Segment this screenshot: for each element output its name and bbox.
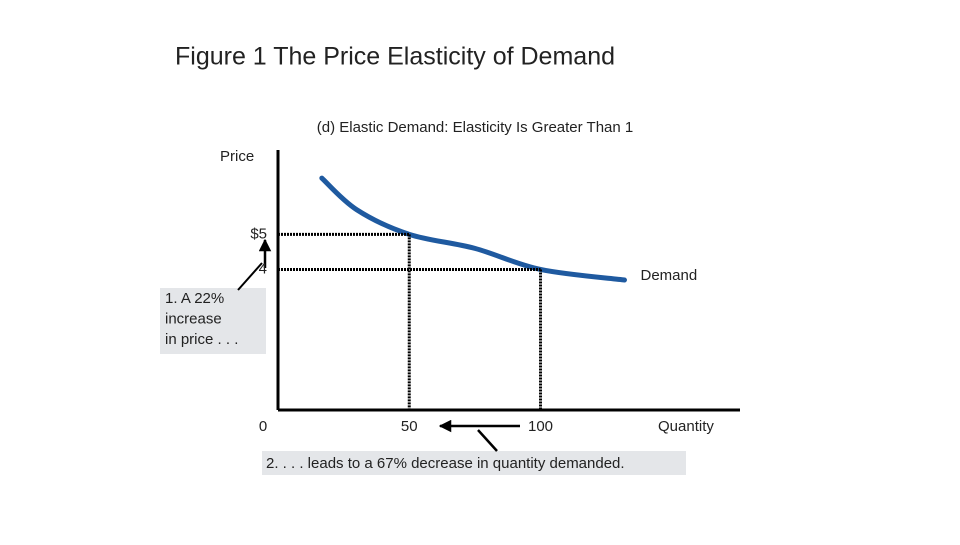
chart-title: Figure 1 The Price Elasticity of Demand (175, 43, 615, 71)
y-tick-label: $5 (250, 225, 267, 242)
chart-subtitle: (d) Elastic Demand: Elasticity Is Greate… (317, 119, 634, 136)
demand-curve (319, 175, 627, 283)
y-tick-label: 4 (259, 260, 267, 277)
pointer (237, 262, 263, 291)
annotation: in price . . . (165, 331, 238, 348)
x-tick-label: 50 (401, 418, 418, 435)
y-axis-label: Price (220, 148, 254, 165)
annotation: 2. . . . leads to a 67% decrease in quan… (266, 455, 625, 472)
annotation: increase (165, 310, 222, 327)
legend-label: Demand (641, 267, 698, 284)
x-axis-label: Quantity (658, 418, 714, 435)
pointer (477, 429, 498, 452)
annotation-box (262, 451, 686, 475)
annotation-box (160, 288, 266, 354)
x-tick-label: 100 (528, 418, 553, 435)
annotation: 1. A 22% (165, 290, 224, 307)
x-tick-label: 0 (259, 418, 267, 435)
